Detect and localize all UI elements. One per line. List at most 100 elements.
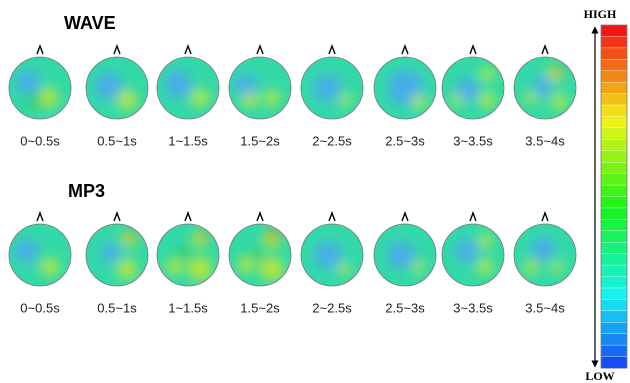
head-map	[514, 57, 576, 119]
head-blobs	[451, 67, 495, 108]
head-nose	[113, 211, 121, 222]
head-blob	[340, 94, 352, 106]
section-title: MP3	[68, 181, 105, 201]
time-label: 1~1.5s	[168, 133, 208, 148]
head-nose	[184, 44, 192, 55]
head-blob	[127, 231, 135, 239]
time-label: 1.5~2s	[240, 300, 280, 315]
colorbar-segment	[600, 139, 628, 152]
time-label: 3~3.5s	[453, 133, 493, 148]
head-blob	[95, 72, 123, 100]
colorbar-segment	[600, 70, 628, 83]
head-blobs	[234, 74, 280, 108]
head-nose	[469, 211, 477, 222]
colorbar-segment	[600, 161, 628, 175]
time-label: 1~1.5s	[168, 300, 208, 315]
head-nose	[113, 44, 121, 55]
colorbar-segment	[600, 104, 628, 118]
colorbar-segment	[600, 184, 628, 198]
head-outline	[513, 56, 577, 120]
head-map	[157, 224, 219, 286]
colorbar-segment	[600, 93, 628, 106]
head-blobs	[387, 241, 425, 273]
head-map	[374, 224, 436, 286]
head-blob	[314, 241, 342, 269]
heads: 0~0.5s 0.5~1s 1~1.5s 1.5~2s 2~2.5s 2.5~3s 3~3.…	[8, 44, 577, 315]
head-blob	[242, 92, 258, 108]
head-blob	[200, 231, 208, 239]
time-label: 1.5~2s	[240, 133, 280, 148]
time-label: 3.5~4s	[525, 300, 565, 315]
colorbar-segment	[600, 47, 628, 60]
head-outline	[441, 56, 505, 120]
head-outline	[513, 223, 577, 287]
colorbar-high: HIGH	[584, 7, 617, 21]
head-blob	[166, 259, 182, 275]
head-map	[9, 57, 71, 119]
head-blobs	[14, 239, 59, 276]
colorbar-low: LOW	[585, 369, 614, 383]
head-blobs	[314, 241, 350, 275]
head-nose	[36, 211, 44, 222]
head-blob	[269, 230, 279, 240]
colorbar-segment	[600, 322, 628, 335]
head-blob	[413, 261, 425, 273]
colorbar-segment	[600, 333, 628, 346]
head-blob	[524, 260, 538, 274]
head-blobs	[313, 74, 352, 106]
head-blob	[551, 94, 567, 110]
head-blob	[531, 237, 555, 261]
colorbar-segment	[600, 230, 628, 243]
time-label: 3.5~4s	[525, 133, 565, 148]
head-blob	[188, 257, 212, 281]
head-blob	[478, 234, 492, 248]
head-nose	[541, 211, 549, 222]
colorbar-segment	[600, 310, 628, 323]
head-blob	[555, 66, 563, 74]
head-blobs	[16, 70, 58, 108]
head-blob	[16, 70, 40, 94]
head-blobs	[95, 72, 137, 110]
head-blob	[176, 247, 192, 263]
head-map	[86, 224, 148, 286]
head-blob	[38, 88, 58, 108]
head-nose	[256, 44, 264, 55]
colorbar	[600, 24, 628, 369]
head-blob	[248, 247, 264, 263]
head-blob	[412, 95, 426, 109]
head-blob	[191, 89, 209, 107]
head-outline	[373, 223, 437, 287]
colorbar-segment	[600, 242, 628, 255]
colorbar-segment	[600, 173, 628, 186]
head-blobs	[164, 70, 209, 107]
head-map	[301, 224, 363, 286]
colorbar-segment	[600, 127, 628, 141]
head-outline	[300, 56, 364, 120]
head-nose	[469, 44, 477, 55]
head-outline	[228, 223, 292, 287]
head-outline	[85, 56, 149, 120]
head-blob	[41, 258, 59, 276]
colorbar-segment	[600, 356, 628, 369]
head-map	[301, 57, 363, 119]
time-label: 3~3.5s	[453, 300, 493, 315]
head-blobs	[387, 70, 426, 109]
head-blob	[117, 259, 137, 279]
head-map	[374, 57, 436, 119]
colorbar-frame	[600, 24, 628, 369]
head-outline	[156, 56, 220, 120]
colorbar-segment	[600, 36, 628, 49]
head-nose	[184, 211, 192, 222]
colorbar-segment	[600, 196, 628, 209]
head-nose	[541, 44, 549, 55]
colorbar-segment	[600, 287, 628, 301]
time-label: 2~2.5s	[312, 300, 352, 315]
head-blob	[238, 257, 254, 273]
head-map	[86, 57, 148, 119]
head-outline	[8, 56, 72, 120]
head-outline	[85, 223, 149, 287]
head-blob	[101, 243, 121, 263]
time-label: 0.5~1s	[97, 300, 137, 315]
head-blob	[338, 263, 350, 275]
